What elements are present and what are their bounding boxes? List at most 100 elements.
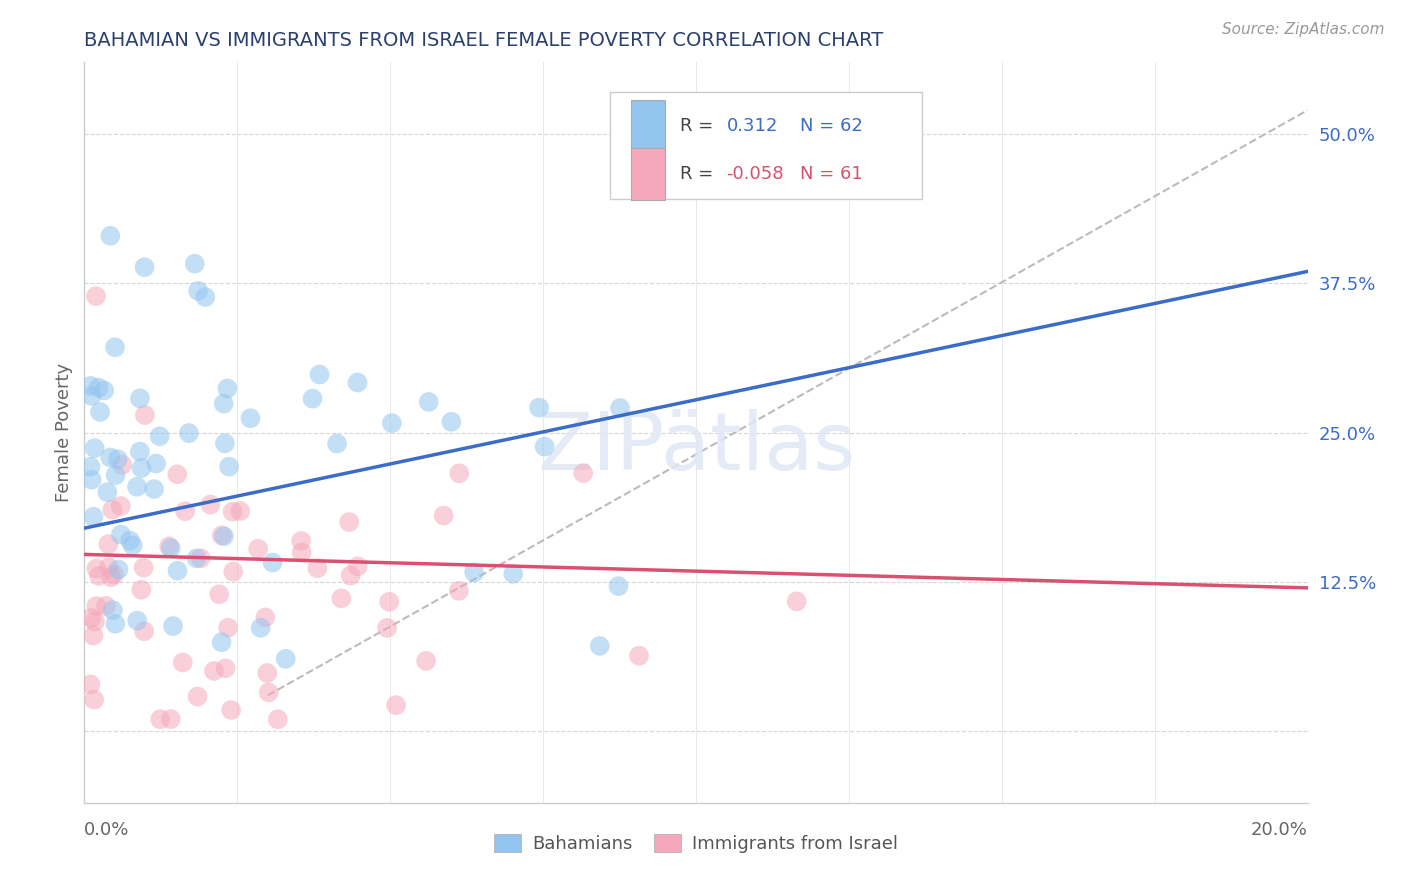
Point [375, 621, 398, 635]
Point [157, 539, 180, 553]
Point [214, 661, 236, 675]
Point [160, 541, 183, 556]
Point [174, 504, 197, 518]
Point [98, 450, 121, 465]
Point [166, 564, 188, 578]
Point [82, 629, 104, 643]
Point [346, 559, 368, 574]
Point [134, 260, 156, 275]
Point [145, 457, 167, 471]
Point [222, 565, 245, 579]
Point [217, 381, 239, 395]
Point [572, 466, 595, 480]
Point [177, 426, 200, 441]
Point [184, 257, 207, 271]
Point [83, 692, 105, 706]
Point [221, 505, 243, 519]
Point [86, 599, 108, 613]
Point [101, 502, 124, 516]
Text: R =: R = [681, 165, 713, 183]
Point [447, 583, 470, 598]
Point [211, 635, 233, 649]
Point [120, 533, 142, 548]
Y-axis label: Female Poverty: Female Poverty [55, 363, 73, 502]
Point [190, 551, 212, 566]
Point [159, 712, 181, 726]
Text: 20.0%: 20.0% [1251, 821, 1308, 838]
Point [339, 568, 361, 582]
Point [418, 395, 440, 409]
Point [89, 405, 111, 419]
Point [502, 566, 524, 581]
Point [262, 556, 284, 570]
Point [219, 703, 242, 717]
Point [87, 569, 110, 583]
Point [162, 619, 184, 633]
Point [98, 560, 121, 574]
Text: 0.0%: 0.0% [84, 821, 129, 838]
Point [86, 561, 108, 575]
Point [187, 284, 209, 298]
Point [194, 290, 217, 304]
Point [94, 599, 117, 613]
Point [93, 384, 115, 398]
Point [104, 616, 127, 631]
Point [98, 228, 121, 243]
Text: R =: R = [681, 117, 713, 135]
Point [229, 504, 252, 518]
Point [110, 499, 132, 513]
Point [267, 712, 290, 726]
Point [107, 562, 129, 576]
Point [79, 379, 101, 393]
Point [134, 408, 156, 422]
Point [132, 560, 155, 574]
Point [440, 415, 463, 429]
Point [337, 515, 360, 529]
Point [143, 482, 166, 496]
Point [172, 656, 194, 670]
FancyBboxPatch shape [631, 100, 665, 152]
Point [249, 621, 271, 635]
Point [103, 567, 125, 582]
Point [308, 368, 330, 382]
Point [239, 411, 262, 425]
Text: BAHAMIAN VS IMMIGRANTS FROM ISRAEL FEMALE POVERTY CORRELATION CHART: BAHAMIAN VS IMMIGRANTS FROM ISRAEL FEMAL… [84, 30, 883, 50]
Point [609, 401, 631, 415]
Point [128, 444, 150, 458]
FancyBboxPatch shape [610, 92, 922, 200]
Point [149, 712, 172, 726]
Point [463, 566, 485, 580]
Point [80, 389, 103, 403]
Point [80, 473, 103, 487]
Point [415, 654, 437, 668]
Point [104, 468, 127, 483]
Point [301, 392, 323, 406]
Point [330, 591, 353, 606]
Point [378, 595, 401, 609]
Point [121, 539, 143, 553]
Point [607, 579, 630, 593]
Point [208, 587, 231, 601]
Point [433, 508, 456, 523]
Point [381, 416, 404, 430]
Point [212, 529, 235, 543]
Point [84, 289, 107, 303]
Point [87, 380, 110, 394]
Point [786, 594, 808, 608]
Point [83, 441, 105, 455]
Point [290, 533, 312, 548]
Point [307, 561, 329, 575]
Point [449, 467, 471, 481]
Point [385, 698, 408, 713]
Point [149, 429, 172, 443]
Point [256, 666, 278, 681]
Point [83, 509, 105, 524]
Point [166, 467, 188, 482]
Point [100, 570, 122, 584]
Point [131, 461, 153, 475]
Text: N = 62: N = 62 [800, 117, 863, 135]
Point [134, 624, 156, 639]
Point [214, 436, 236, 450]
Text: ZIPätlas: ZIPätlas [537, 409, 855, 486]
Point [129, 392, 152, 406]
